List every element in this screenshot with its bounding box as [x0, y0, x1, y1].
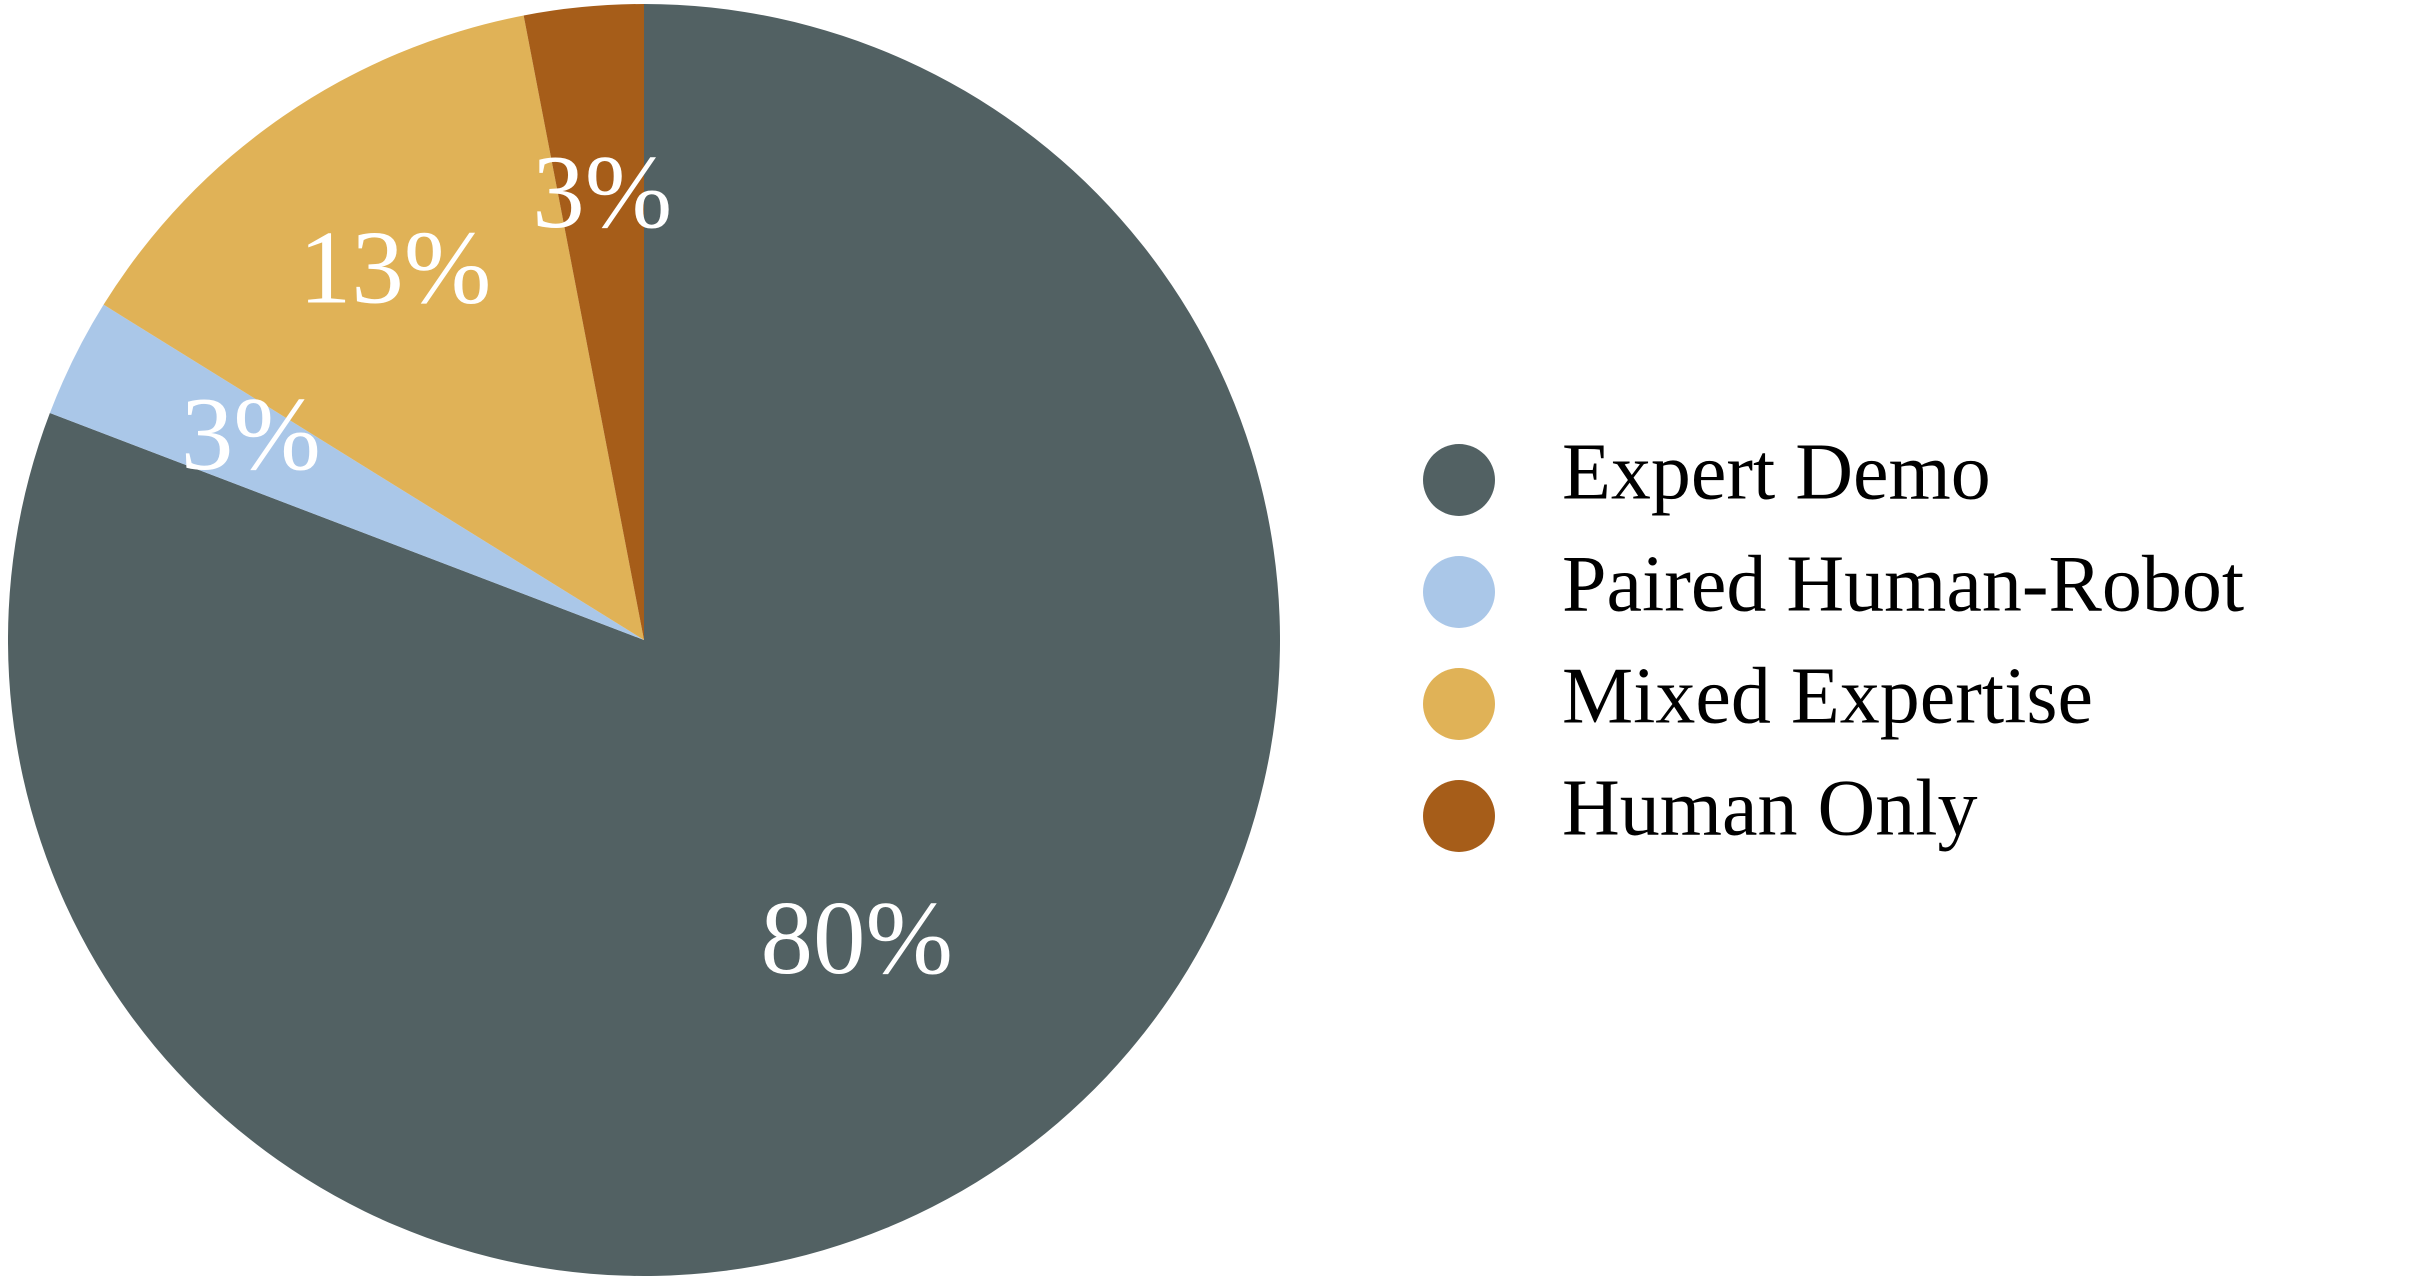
slice-label: 3% [181, 375, 321, 492]
legend-marker [1423, 780, 1495, 852]
legend-label: Human Only [1562, 764, 1978, 852]
legend-label: Expert Demo [1562, 428, 1991, 516]
legend-marker [1423, 668, 1495, 740]
legend-label: Mixed Expertise [1562, 652, 2093, 740]
slice-label: 80% [761, 879, 953, 996]
legend-label: Paired Human-Robot [1562, 540, 2244, 628]
pie-slice [49, 304, 645, 640]
pie-slice [103, 15, 644, 641]
legend-marker [1423, 444, 1495, 516]
slice-label: 3% [532, 133, 672, 250]
pie-slice [523, 4, 644, 640]
pie-slice [8, 4, 1280, 1276]
legend-marker [1423, 556, 1495, 628]
slice-label: 13% [299, 209, 491, 326]
